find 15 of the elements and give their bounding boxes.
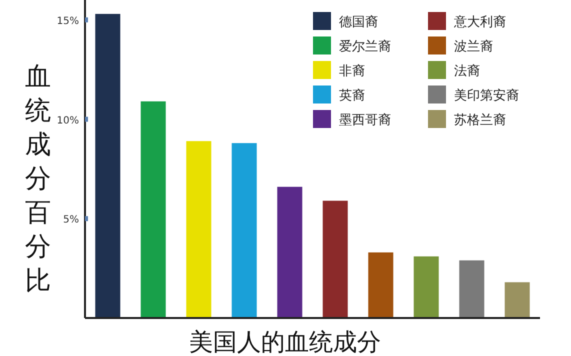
legend-label: 苏格兰裔 xyxy=(454,112,506,128)
y-axis-title: 血统成分百分比 xyxy=(25,62,51,296)
y-tick-label: 15% xyxy=(56,16,79,27)
legend-label: 德国裔 xyxy=(339,14,378,30)
y-tick-label: 10% xyxy=(56,115,79,126)
legend-label: 波兰裔 xyxy=(454,38,493,54)
legend-label: 意大利裔 xyxy=(453,14,506,30)
x-axis-title: 美国人的血统成分 xyxy=(189,328,381,356)
legend-label: 美印第安裔 xyxy=(454,88,519,104)
y-tick-label: 5% xyxy=(63,214,79,226)
legend-label: 英裔 xyxy=(339,88,365,104)
legend-label: 法裔 xyxy=(454,63,480,79)
legend-label: 非裔 xyxy=(339,63,365,79)
legend-label: 墨西哥裔 xyxy=(339,112,391,128)
legend-label: 爱尔兰裔 xyxy=(339,38,391,54)
